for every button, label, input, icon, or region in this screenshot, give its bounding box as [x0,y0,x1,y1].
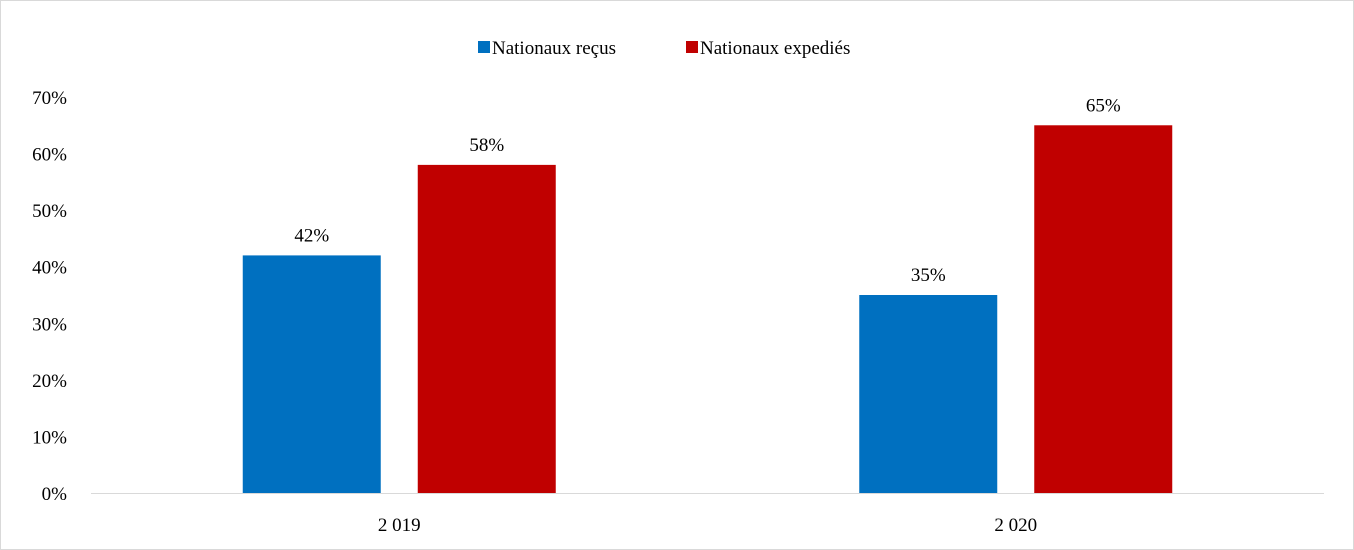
bar-expedies-0 [417,164,556,493]
bar-recus-0 [242,255,381,493]
bar-expedies-1 [1034,125,1173,494]
y-tick-label: 0% [42,484,68,505]
x-category-label: 2 020 [994,515,1037,536]
y-tick-label: 60% [32,145,67,166]
data-label: 58% [469,135,504,156]
data-label: 42% [294,225,329,246]
data-label: 65% [1086,95,1121,116]
legend-label-0: Nationaux reçus [492,38,616,59]
legend-swatch-0 [478,41,490,53]
y-tick-label: 70% [32,88,67,109]
y-tick-label: 20% [32,371,67,392]
y-tick-label: 10% [32,427,67,448]
legend-swatch-1 [686,41,698,53]
y-tick-label: 40% [32,258,67,279]
data-label: 35% [911,265,946,286]
bar-recus-1 [859,295,998,493]
y-tick-label: 50% [32,201,67,222]
x-category-label: 2 019 [378,515,421,536]
y-tick-label: 30% [32,314,67,335]
legend-label-1: Nationaux expediés [700,38,850,59]
